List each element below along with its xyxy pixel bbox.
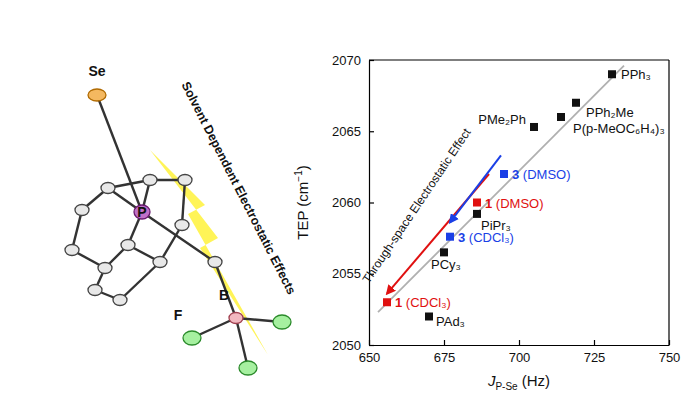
x-tick-mark [669, 340, 670, 345]
atom [208, 257, 222, 268]
atom-label: B [219, 287, 229, 303]
y-tick: 2065 [332, 124, 374, 139]
bond [97, 95, 142, 212]
atom [98, 263, 112, 274]
y-axis-title: TEP (cm−1) [293, 165, 311, 239]
y-tick-label: 2070 [332, 53, 361, 68]
y-tick-label: 2060 [332, 195, 361, 210]
y-tick-mark [369, 131, 374, 132]
x-tick-label: 700 [509, 350, 531, 365]
trend-line [378, 66, 624, 313]
point-label: PPh₃ [621, 67, 651, 82]
point [530, 123, 538, 131]
y-title-superscript: −1 [293, 170, 304, 182]
point-labels: PPh₃ PPh₂MeP(p-MeOC₆H₄)₃ PMe₂Ph 3 (DMSO) 1 (… [395, 67, 665, 328]
y-tick-label: 2050 [332, 338, 361, 353]
point-label: 1 (CDCl₃) [395, 295, 451, 310]
point-label: 1 (DMSO) [485, 196, 544, 211]
point [557, 113, 565, 121]
frame [369, 59, 669, 60]
point-label: PPh₂Me [586, 105, 634, 120]
y-axis: 2050 2055 2060 2065 2070 [332, 53, 374, 353]
y-tick: 2060 [332, 195, 374, 210]
point [608, 70, 616, 78]
atom-label: P [137, 204, 146, 220]
x-tick-mark [444, 340, 445, 345]
x-tick-mark [519, 340, 520, 345]
bond [182, 180, 185, 225]
point [572, 99, 580, 107]
point [383, 298, 391, 306]
point [500, 170, 508, 178]
atom [134, 205, 150, 219]
x-tick: 700 [509, 340, 531, 365]
atom [121, 240, 135, 251]
x-tick-mark [594, 340, 595, 345]
x-title-subscript: P-Se [495, 381, 518, 392]
point-label: PCy₃ [431, 257, 461, 272]
annotation: Through-space Electrostatic Effect [360, 125, 474, 285]
y-tick: 2050 [332, 338, 374, 353]
caption: Solvent Dependent Electrostatic Effects [179, 79, 299, 296]
bond [120, 262, 160, 300]
atom [229, 313, 243, 324]
x-axis: 650 675 700 725 750 [359, 340, 681, 365]
point-label: PMe₂Ph [478, 112, 526, 127]
arrow [450, 155, 501, 222]
atom [175, 220, 189, 231]
atom [88, 285, 102, 296]
atom [143, 175, 157, 186]
atom [75, 205, 89, 216]
y-tick: 2070 [332, 53, 374, 68]
bond [142, 212, 215, 262]
atom [101, 183, 115, 194]
point-label: 3 (DMSO) [512, 167, 571, 182]
frame [668, 60, 669, 345]
y-title-end: ) [294, 165, 311, 170]
x-tick: 675 [434, 340, 456, 365]
point-label: P(p-MeOC₆H₄)₃ [573, 121, 665, 136]
x-tick: 725 [584, 340, 606, 365]
x-tick-label: 675 [434, 350, 456, 365]
point-label: PAd₃ [436, 314, 465, 329]
x-tick-label: 725 [584, 350, 606, 365]
y-tick-mark [369, 345, 374, 346]
point [473, 199, 481, 207]
atom [273, 315, 291, 329]
x-axis-line [370, 345, 670, 346]
point [425, 313, 433, 321]
x-title-unit: (Hz) [518, 372, 551, 389]
y-tick-mark [369, 60, 374, 61]
atom [239, 361, 257, 375]
atom [178, 175, 192, 186]
atom [183, 331, 201, 345]
x-axis-title: JP-Se (Hz) [487, 372, 550, 392]
atom [113, 295, 127, 306]
y-tick-label: 2055 [332, 266, 361, 281]
y-tick-mark [369, 202, 374, 203]
y-tick-label: 2065 [332, 124, 361, 139]
atom [65, 245, 79, 256]
atom [153, 257, 167, 268]
point [446, 233, 454, 241]
atom [88, 89, 106, 101]
point-label: 3 (CDCl₃) [458, 230, 514, 245]
atom-label: F [174, 307, 183, 323]
x-tick-label: 650 [359, 350, 381, 365]
bond [215, 262, 236, 318]
point [473, 210, 481, 218]
point [440, 248, 448, 256]
atom-label: Se [88, 63, 105, 79]
x-tick: 750 [659, 340, 681, 365]
figure: Se P B F Solvent Dependent Electrostatic Eff… [0, 0, 700, 394]
x-tick-label: 750 [659, 350, 681, 365]
y-title-text: TEP (cm [294, 182, 311, 240]
